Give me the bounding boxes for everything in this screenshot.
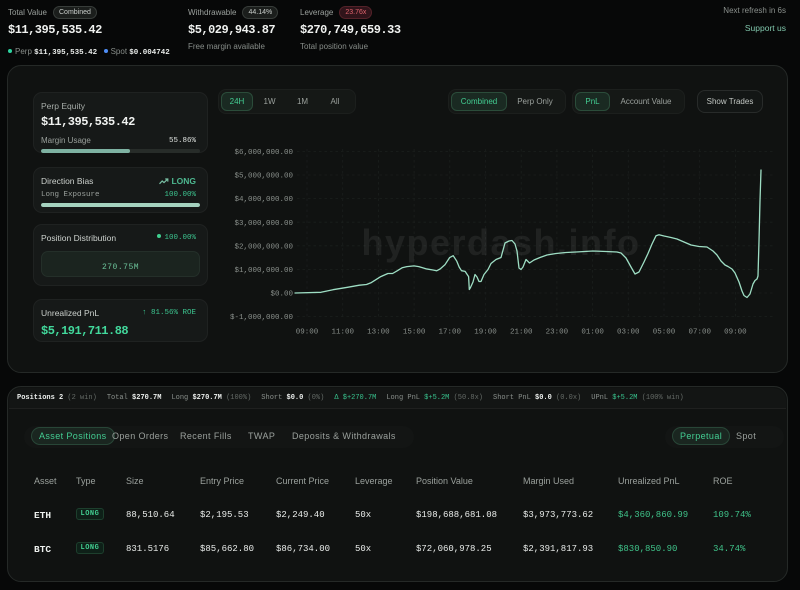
svg-text:$0.00: $0.00 [270, 291, 293, 299]
svg-text:hyperdash.info: hyperdash.info [361, 222, 640, 263]
svg-text:$-1,000,000.00: $-1,000,000.00 [230, 314, 294, 322]
svg-text:13:00: 13:00 [367, 329, 390, 337]
svg-text:15:00: 15:00 [403, 329, 426, 337]
svg-text:07:00: 07:00 [688, 329, 711, 337]
svg-text:$4,000,000.00: $4,000,000.00 [234, 196, 293, 204]
svg-text:01:00: 01:00 [581, 329, 604, 337]
svg-text:$5,000,000.00: $5,000,000.00 [234, 173, 293, 181]
svg-text:21:00: 21:00 [510, 329, 533, 337]
svg-text:$6,000,000.00: $6,000,000.00 [234, 149, 293, 157]
svg-text:23:00: 23:00 [546, 329, 569, 337]
svg-text:09:00: 09:00 [724, 329, 747, 337]
svg-text:03:00: 03:00 [617, 329, 640, 337]
svg-text:05:00: 05:00 [653, 329, 676, 337]
svg-text:11:00: 11:00 [331, 329, 354, 337]
svg-text:09:00: 09:00 [296, 329, 319, 337]
svg-text:$2,000,000.00: $2,000,000.00 [234, 243, 293, 251]
svg-text:$3,000,000.00: $3,000,000.00 [234, 220, 293, 228]
svg-text:17:00: 17:00 [439, 329, 462, 337]
svg-text:$1,000,000.00: $1,000,000.00 [234, 267, 293, 275]
svg-text:19:00: 19:00 [474, 329, 497, 337]
